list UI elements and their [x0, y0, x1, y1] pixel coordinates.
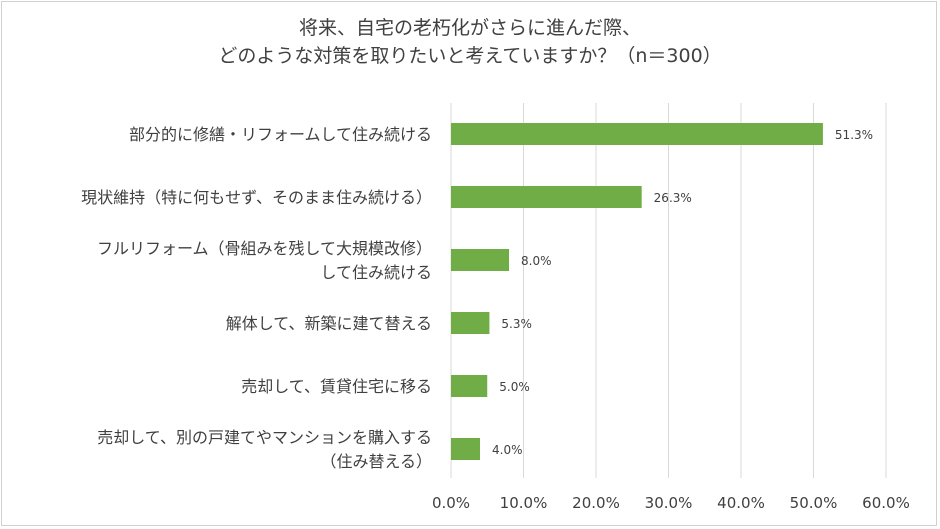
- x-tick-label: 20.0%: [572, 494, 620, 512]
- category-label: して住み続ける: [320, 263, 432, 282]
- category-label: 売却して、賃貸住宅に移る: [241, 377, 432, 396]
- data-label: 5.0%: [499, 380, 530, 394]
- bar: [451, 186, 642, 208]
- category-label: 売却して、別の戸建てやマンションを購入する: [97, 428, 432, 447]
- data-label: 5.3%: [501, 317, 532, 331]
- chart-title-line-2: どのような対策を取りたいと考えていますか？（n＝300）: [218, 45, 722, 67]
- x-tick-label: 50.0%: [790, 494, 838, 512]
- bar: [451, 438, 480, 460]
- x-tick-label: 10.0%: [500, 494, 548, 512]
- x-tick-label: 40.0%: [717, 494, 765, 512]
- data-label: 8.0%: [521, 254, 552, 268]
- chart-title-line-1: 将来、自宅の老朽化がさらに進んだ際、: [298, 17, 641, 39]
- category-label: 現状維持（特に何もせず、そのまま住み続ける）: [81, 188, 432, 207]
- bar: [451, 249, 509, 271]
- bar: [451, 123, 823, 145]
- x-tick-label: 0.0%: [432, 494, 470, 512]
- data-label: 26.3%: [654, 191, 692, 205]
- data-label: 4.0%: [492, 443, 523, 457]
- x-tick-label: 30.0%: [645, 494, 693, 512]
- chart-title: 将来、自宅の老朽化がさらに進んだ際、 どのような対策を取りたいと考えていますか？…: [0, 14, 940, 70]
- bar: [451, 375, 488, 397]
- category-label: 解体して、新築に建て替える: [226, 314, 432, 333]
- bar: [451, 312, 490, 334]
- x-tick-label: 60.0%: [862, 494, 910, 512]
- category-label: （住み替える）: [320, 452, 432, 471]
- category-label: 部分的に修繕・リフォームして住み続ける: [129, 125, 432, 144]
- data-label: 51.3%: [835, 128, 873, 142]
- category-label: フルリフォーム（骨組みを残して大規模改修）: [97, 239, 432, 258]
